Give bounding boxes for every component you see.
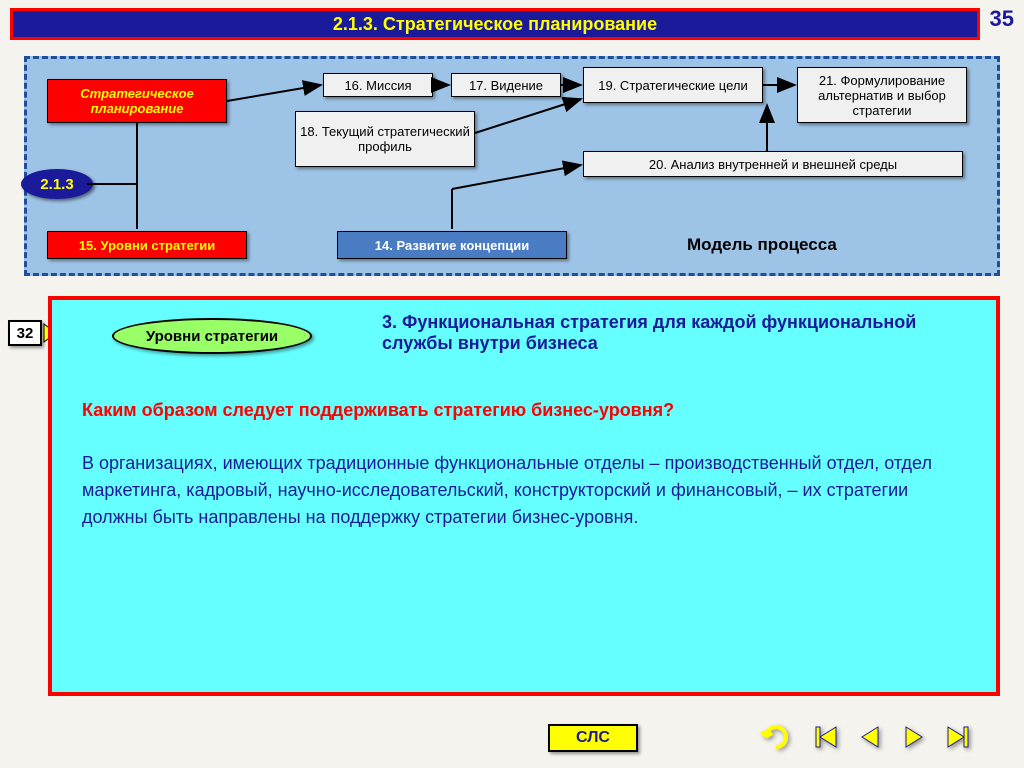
content-question: Каким образом следует поддерживать страт… [82,400,962,421]
content-pill: Уровни стратегии [112,318,312,354]
content-panel: Уровни стратегии 3. Функциональная страт… [48,296,1000,696]
side-number-box: 32 [8,320,42,346]
nav-first-icon[interactable] [808,722,844,752]
box-17: 17. Видение [451,73,561,97]
box-16: 16. Миссия [323,73,433,97]
box-15: 15. Уровни стратегии [47,231,247,259]
nav-last-icon[interactable] [940,722,976,752]
section-pill: 2.1.3 [21,169,93,199]
box-19: 19. Стратегические цели [583,67,763,103]
box-14: 14. Развитие концепции [337,231,567,259]
box-20: 20. Анализ внутренней и внешней среды [583,151,963,177]
box-21: 21. Формулирование альтернатив и выбор с… [797,67,967,123]
nav-bar: СЛС [0,720,1024,760]
content-body: В организациях, имеющих традиционные фун… [82,450,962,531]
sls-button[interactable]: СЛС [548,724,638,752]
page-number: 35 [990,6,1014,32]
box-18: 18. Текущий стратегический профиль [295,111,475,167]
header-title: 2.1.3. Стратегическое планирование [333,14,657,35]
header-bar: 2.1.3. Стратегическое планирование [10,8,980,40]
box-strategic-planning: Стратегическое планирование [47,79,227,123]
content-heading: 3. Функциональная стратегия для каждой ф… [382,312,972,354]
nav-prev-icon[interactable] [852,722,888,752]
nav-return-icon[interactable] [758,722,794,752]
model-label: Модель процесса [687,235,837,255]
top-diagram-panel: Стратегическое планирование 2.1.3 15. Ур… [24,56,1000,276]
nav-next-icon[interactable] [896,722,932,752]
